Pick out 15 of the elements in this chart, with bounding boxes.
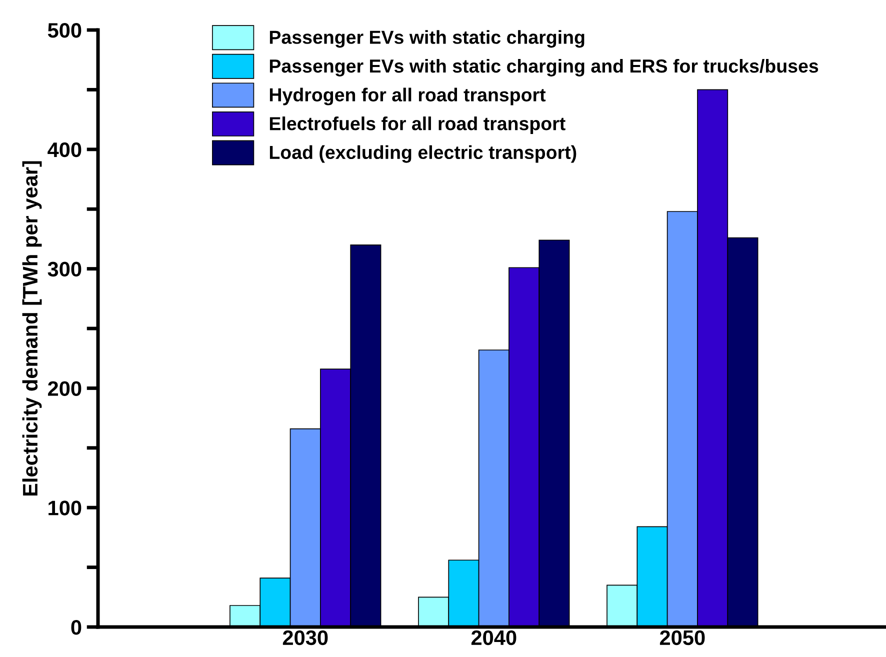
y-tick-label: 500 [48,23,82,38]
legend-label: Electrofuels for all road transport [270,116,566,134]
x-tick-label: 2030 [282,630,328,646]
y-tick-label: 200 [48,381,82,396]
y-axis-title: Electricity demand [TWh per year] [22,161,42,496]
x-tick-label: 2040 [471,630,516,646]
y-tick-label: 300 [48,262,82,277]
legend-label: Passenger EVs with static charging and ERS for trucks/buses [270,58,818,76]
legend-label: Passenger EVs with static charging [270,30,584,48]
y-tick-label: 0 [71,620,82,635]
y-tick-label: 400 [48,142,82,158]
legend-label: Load (excluding electric transport) [270,145,576,163]
y-tick-label: 100 [48,500,82,516]
x-tick-label: 2050 [660,630,705,646]
legend-label: Hydrogen for all road transport [270,88,546,106]
